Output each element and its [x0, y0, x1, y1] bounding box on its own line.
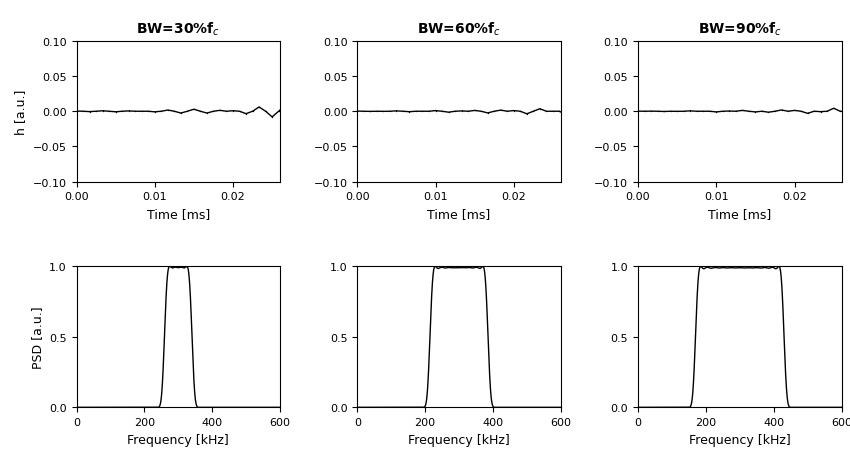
X-axis label: Time [ms]: Time [ms] [708, 207, 772, 220]
Title: BW=60%f$_c$: BW=60%f$_c$ [417, 20, 501, 38]
X-axis label: Frequency [kHz]: Frequency [kHz] [128, 432, 230, 445]
Y-axis label: PSD [a.u.]: PSD [a.u.] [31, 306, 43, 369]
X-axis label: Time [ms]: Time [ms] [428, 207, 490, 220]
X-axis label: Frequency [kHz]: Frequency [kHz] [408, 432, 510, 445]
X-axis label: Time [ms]: Time [ms] [146, 207, 210, 220]
Title: BW=90%f$_c$: BW=90%f$_c$ [698, 20, 782, 38]
Y-axis label: h [a.u.]: h [a.u.] [14, 89, 27, 135]
X-axis label: Frequency [kHz]: Frequency [kHz] [688, 432, 790, 445]
Title: BW=30%f$_c$: BW=30%f$_c$ [136, 20, 220, 38]
